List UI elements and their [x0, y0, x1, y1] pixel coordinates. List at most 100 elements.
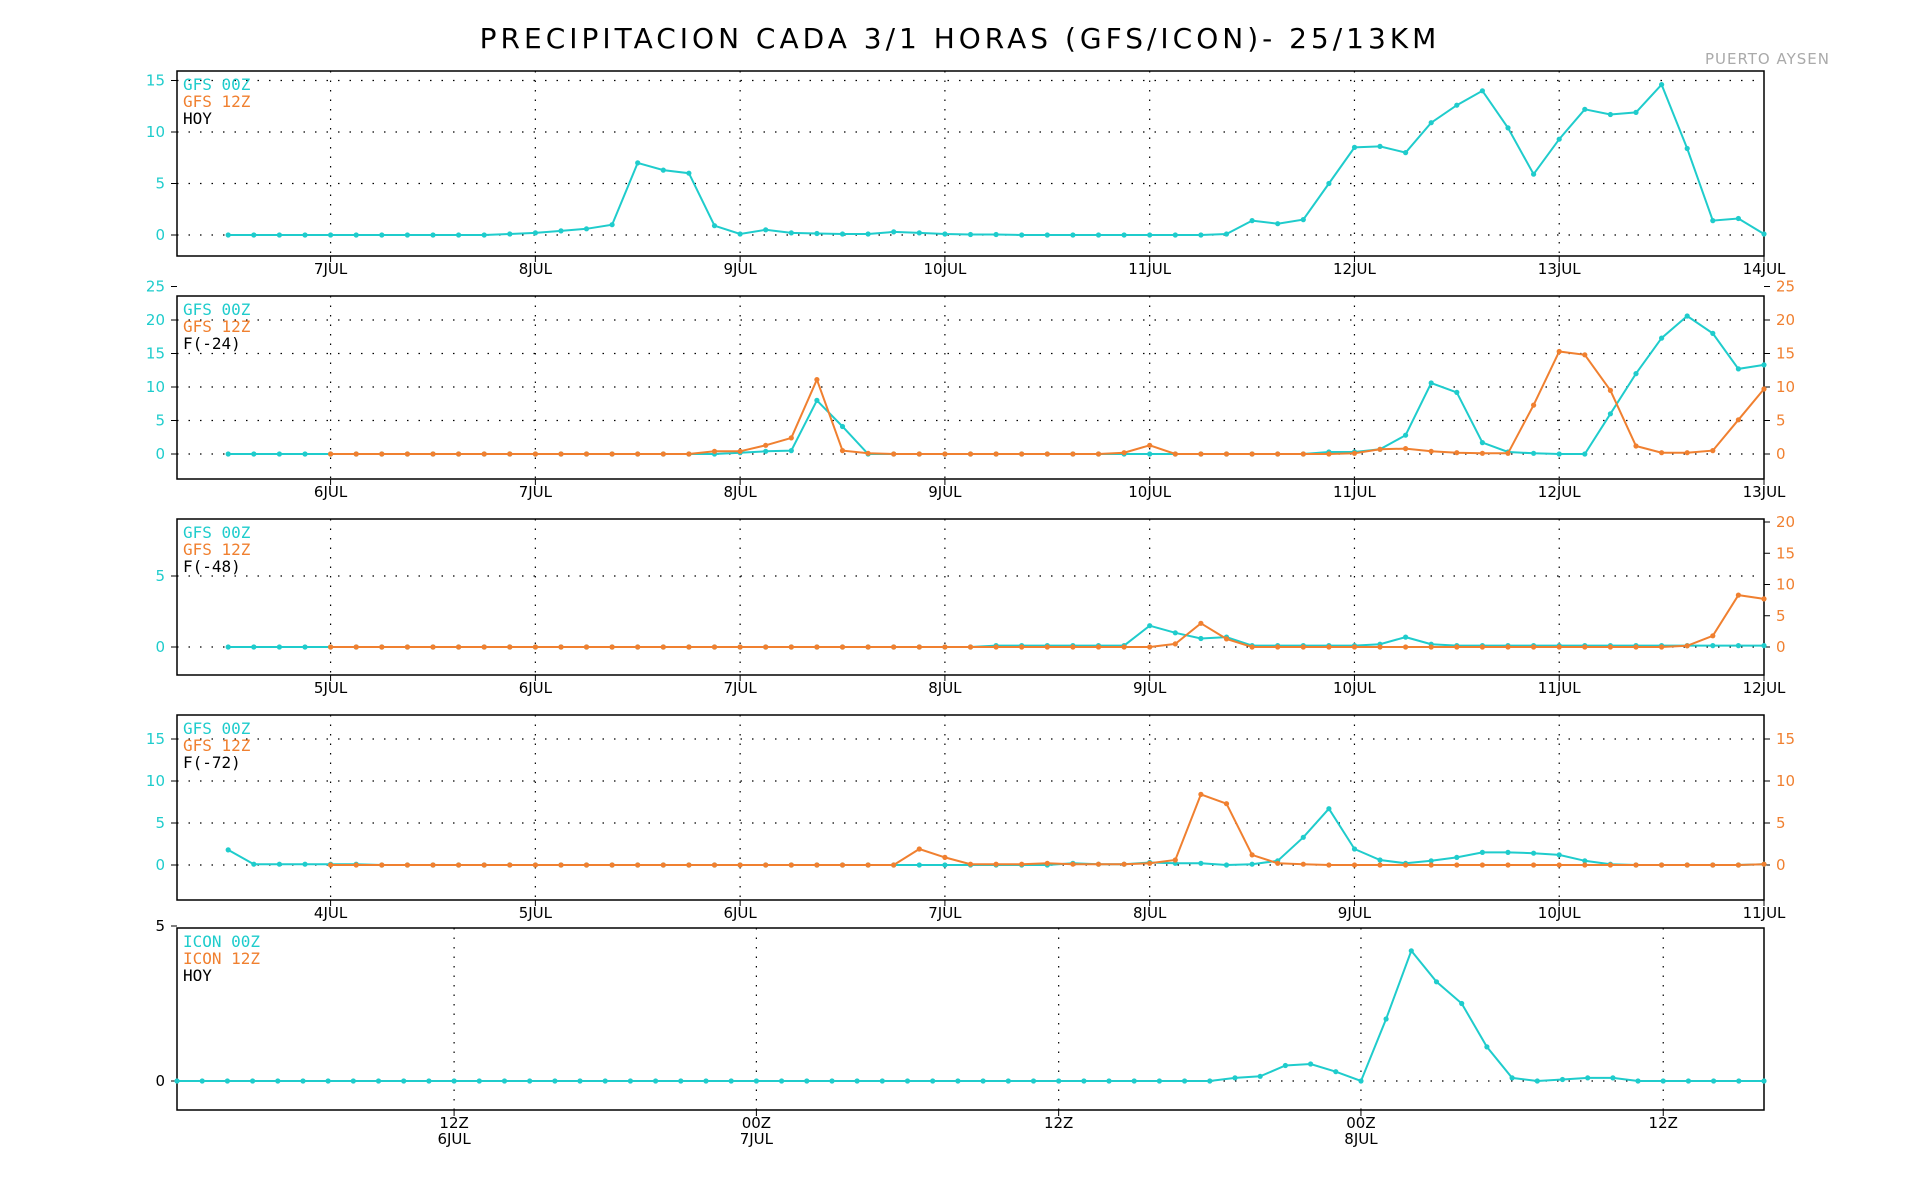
x-tick-label: 8JUL [928, 679, 962, 697]
legend-entry: GFS 00Z [183, 523, 251, 542]
data-point [1275, 860, 1281, 866]
data-point [916, 846, 922, 852]
data-point [967, 231, 974, 238]
data-point [1735, 643, 1741, 649]
data-point [577, 1078, 583, 1084]
data-point [993, 231, 999, 238]
data-point [1633, 109, 1639, 115]
x-tick-label: 8JUL [723, 483, 757, 501]
data-point [1147, 232, 1153, 238]
data-point [1459, 1000, 1465, 1007]
data-point [711, 862, 718, 868]
data-point [583, 451, 590, 457]
data-point [1351, 144, 1358, 150]
x-tick-label: 10JUL [1538, 904, 1581, 922]
data-point [711, 223, 718, 229]
data-point [1156, 1078, 1162, 1084]
x-tick-label: 12JUL [1333, 260, 1376, 278]
data-point [660, 644, 666, 650]
data-point [1684, 145, 1690, 152]
data-point [1121, 450, 1127, 456]
data-point [763, 227, 769, 233]
data-point [779, 1078, 785, 1084]
data-point [1198, 451, 1204, 457]
data-point [1559, 1076, 1566, 1083]
data-point [1121, 644, 1127, 650]
data-point [583, 226, 590, 232]
data-point [1534, 1078, 1540, 1084]
data-point [942, 854, 948, 861]
data-point [1684, 643, 1690, 649]
y-tick-label-left: 15 [146, 345, 165, 363]
data-point [865, 644, 871, 650]
y-tick-label-right: 25 [1776, 278, 1795, 296]
data-point [839, 448, 846, 454]
data-point [1005, 1078, 1011, 1084]
data-point [328, 644, 334, 650]
data-point [1223, 801, 1230, 807]
data-point [353, 232, 359, 238]
x-tick-label: 10JUL [1333, 679, 1376, 697]
legend-entry: GFS 12Z [183, 736, 251, 755]
data-point [276, 644, 282, 650]
x-tick-sublabel: 8JUL [1344, 1130, 1378, 1148]
data-point [788, 230, 794, 236]
y-tick-label-right: 0 [1776, 445, 1786, 463]
y-tick-label-right: 10 [1776, 378, 1795, 396]
data-point [728, 1078, 734, 1084]
data-point [1479, 88, 1485, 94]
data-point [1633, 443, 1639, 449]
series-line-gfs-00z [227, 807, 1765, 867]
x-tick-label: 9JUL [1338, 904, 1372, 922]
data-point [1070, 232, 1076, 238]
data-point [891, 644, 897, 650]
data-point [558, 644, 564, 650]
data-point [1172, 641, 1178, 647]
data-point [1326, 806, 1332, 812]
data-point [609, 222, 615, 228]
data-point [1454, 450, 1460, 456]
data-point [1484, 1044, 1490, 1050]
data-point [1761, 1078, 1767, 1084]
data-point [276, 451, 282, 457]
legend-entry: GFS 12Z [183, 92, 251, 111]
data-point [916, 230, 922, 236]
data-point [1095, 861, 1102, 867]
y-tick-label-right: 15 [1776, 345, 1795, 363]
data-point [1044, 644, 1050, 650]
data-point [1377, 857, 1383, 863]
data-point [1232, 1075, 1238, 1081]
data-point [1326, 451, 1332, 457]
data-point [1249, 218, 1255, 224]
data-point [678, 1078, 684, 1084]
data-point [1761, 231, 1767, 237]
data-point [1659, 862, 1665, 868]
y-tick-label-left: 0 [155, 1072, 165, 1090]
data-point [251, 451, 257, 457]
data-point [1582, 352, 1588, 358]
data-point [353, 451, 359, 457]
y-tick-label-right: 15 [1776, 730, 1795, 748]
data-point [1479, 440, 1485, 446]
data-point [404, 232, 410, 238]
data-point [1433, 979, 1440, 985]
data-point [353, 644, 359, 650]
data-point [430, 862, 436, 868]
x-tick-label: 9JUL [723, 260, 757, 278]
data-point [507, 644, 513, 650]
data-point [1070, 644, 1076, 650]
y-tick-label-right: 5 [1776, 412, 1786, 430]
data-point [1710, 633, 1716, 639]
data-point [501, 1078, 508, 1084]
data-point [1454, 862, 1460, 868]
data-point [1684, 313, 1690, 319]
data-point [225, 847, 231, 853]
x-tick-sublabel: 6JUL [437, 1130, 471, 1148]
chart-title: PRECIPITACION CADA 3/1 HORAS (GFS/ICON)-… [479, 22, 1441, 55]
x-tick-label: 8JUL [1133, 904, 1167, 922]
data-point [1172, 232, 1178, 238]
data-point [1019, 451, 1025, 457]
data-point [481, 232, 487, 238]
data-point [379, 232, 385, 238]
